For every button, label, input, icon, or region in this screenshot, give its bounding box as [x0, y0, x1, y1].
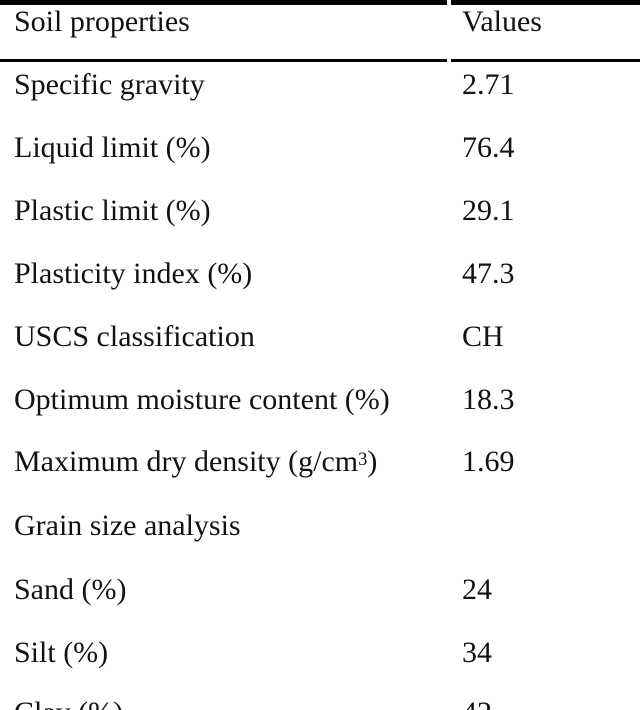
row-label-suffix: ) [367, 445, 378, 478]
row-label: USCS classification [14, 320, 255, 353]
row-value: 47.3 [462, 257, 515, 290]
table-header-separator-gap [447, 59, 451, 62]
row-label: Specific gravity [14, 68, 205, 101]
row-value: 34 [462, 636, 492, 669]
table-row-sand: Sand (%) 24 [0, 573, 640, 613]
row-value: 29.1 [462, 194, 515, 227]
row-label: Plastic limit (%) [14, 194, 211, 227]
table-row-uscs-classification: USCS classification CH [0, 320, 640, 360]
row-value: 42 [462, 696, 492, 710]
table-top-rule [0, 0, 640, 5]
row-value: 24 [462, 573, 492, 606]
table-row-plastic-limit: Plastic limit (%) 29.1 [0, 194, 640, 234]
row-value: 76.4 [462, 131, 515, 164]
row-label: Grain size analysis [14, 509, 241, 542]
row-value: 18.3 [462, 383, 515, 416]
table-top-rule-gap [447, 0, 451, 5]
row-value: CH [462, 320, 504, 353]
table-row-plasticity-index: Plasticity index (%) 47.3 [0, 257, 640, 297]
row-label: Liquid limit (%) [14, 131, 211, 164]
row-value: 2.71 [462, 68, 515, 101]
table-row-liquid-limit: Liquid limit (%) 76.4 [0, 131, 640, 171]
table-row-clay: Clay (%) 42 [0, 696, 640, 710]
table-header-row: Soil properties Values [0, 5, 640, 45]
row-label: Sand (%) [14, 573, 127, 606]
row-label: Plasticity index (%) [14, 257, 253, 290]
row-label-text: Maximum dry density (g/cm [14, 445, 359, 478]
header-col-soil-properties: Soil properties [14, 5, 190, 38]
superscript-3: 3 [358, 449, 368, 470]
row-value: 1.69 [462, 445, 515, 478]
header-col-values: Values [462, 5, 542, 38]
row-label: Clay (%) [14, 696, 123, 710]
row-label: Silt (%) [14, 636, 109, 669]
row-label: Optimum moisture content (%) [14, 383, 390, 416]
table-row-optimum-moisture-content: Optimum moisture content (%) 18.3 [0, 383, 640, 423]
table-row-silt: Silt (%) 34 [0, 636, 640, 676]
table-row-specific-gravity: Specific gravity 2.71 [0, 68, 640, 108]
table-row-maximum-dry-density: Maximum dry density (g/cm3) 1.69 [0, 445, 640, 485]
row-label: Maximum dry density (g/cm3) [14, 445, 377, 479]
table-header-separator-rule [0, 59, 640, 62]
table-row-grain-size-analysis: Grain size analysis [0, 509, 640, 549]
